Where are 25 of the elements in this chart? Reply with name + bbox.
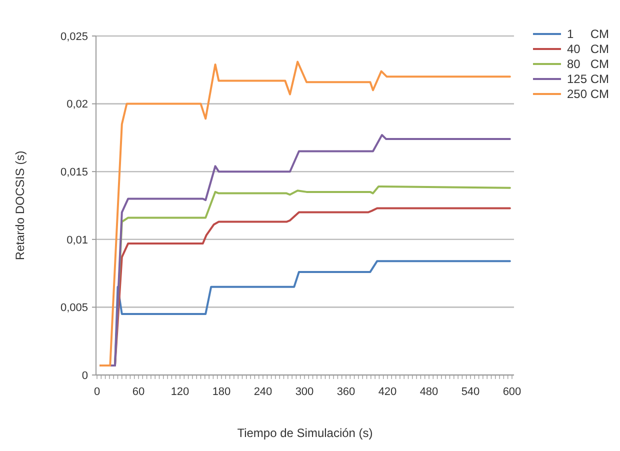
legend-label: 80 CM [567,57,610,72]
y-tick-label: 0,02 [66,98,88,111]
x-tick-label: 600 [502,386,522,398]
x-tick-label: 0 [94,386,100,398]
legend-label: 125 CM [567,72,610,86]
x-tick-label: 240 [254,386,272,398]
legend-label: 1 CM [567,27,610,42]
legend-label: 250 CM [567,87,610,102]
x-tick-label: 300 [295,386,314,398]
legend-label: 40 CM [567,42,610,56]
x-tick-label: 180 [212,386,231,398]
y-tick-label: 0 [82,370,88,382]
x-tick-label: 120 [170,386,190,398]
line-series [99,60,511,367]
y-tick-label: 0,005 [60,302,88,314]
y-tick-label: 0,01 [66,234,88,246]
x-tick-label: 540 [461,386,480,398]
x-tick-label: 480 [420,386,438,398]
x-axis-title: Tiempo de Simulación (s) [237,426,373,440]
y-tick-label: 0,025 [60,30,88,43]
x-tick-label: 60 [132,386,145,398]
x-tick-label: 360 [336,386,356,398]
y-tick-label: 0,015 [60,166,88,178]
x-tick-label: 420 [378,386,397,398]
y-axis-title: Retardo DOCSIS (s) [13,150,27,260]
